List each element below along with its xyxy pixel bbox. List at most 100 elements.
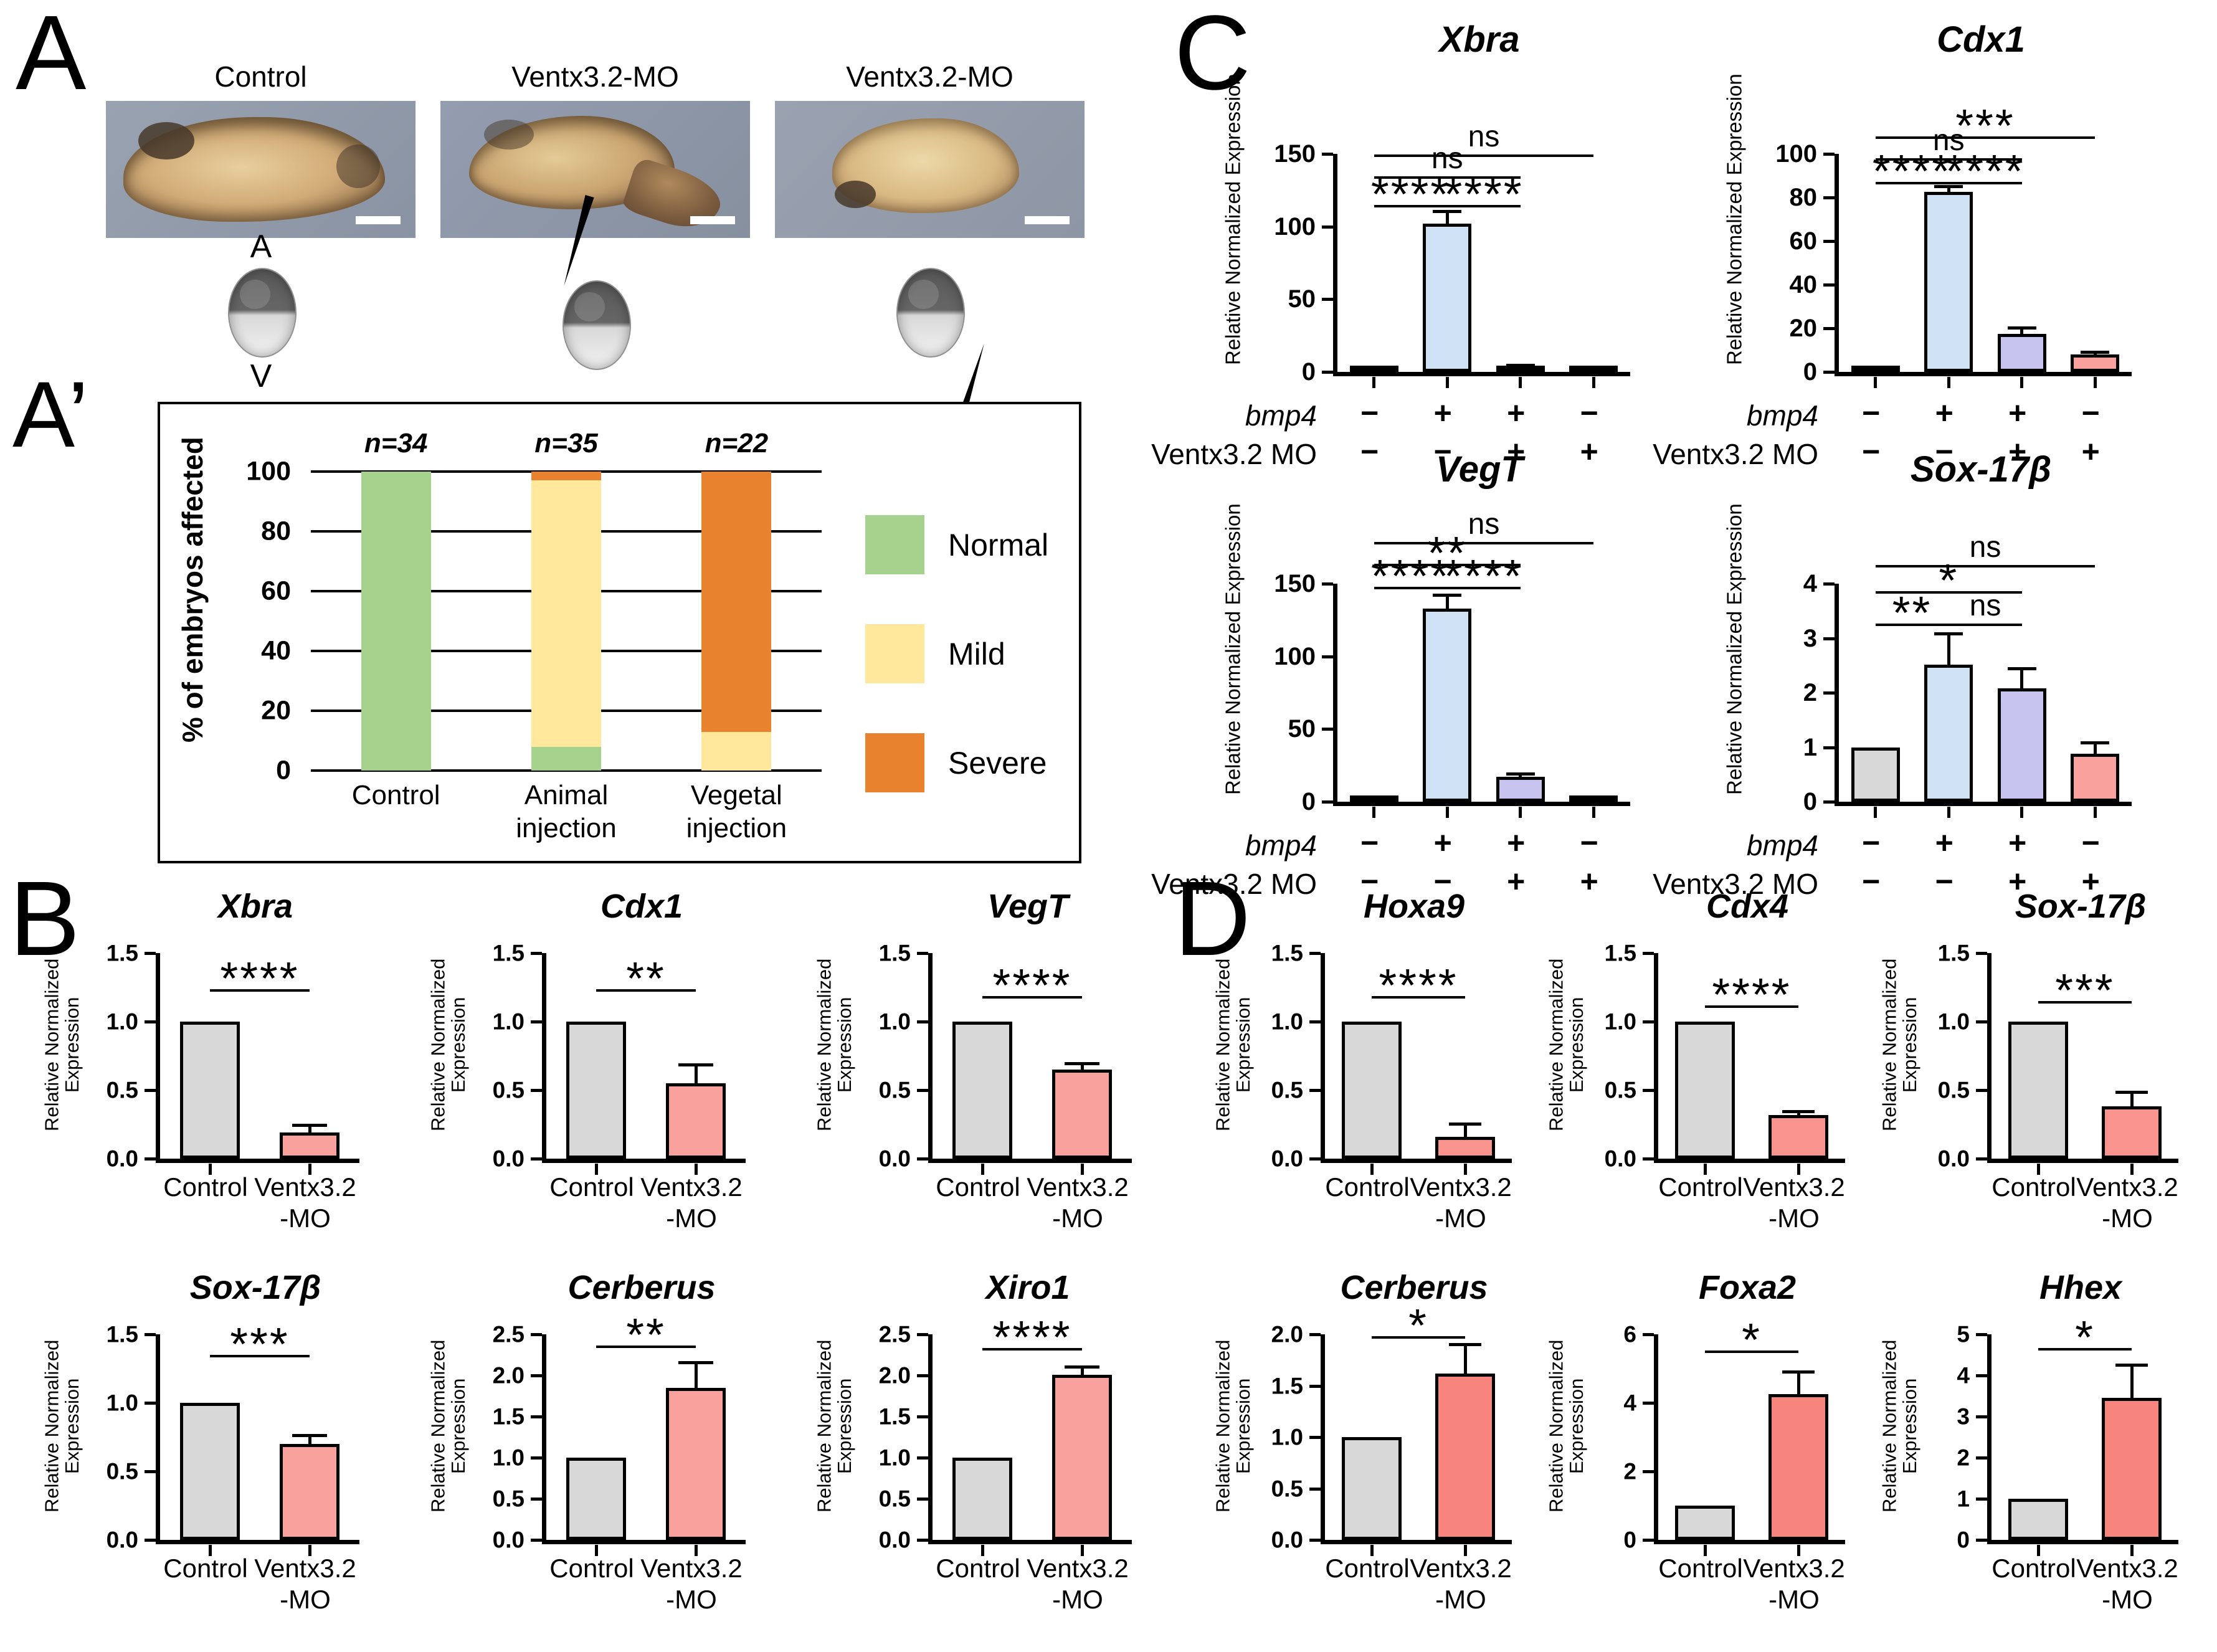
x-category-label: Control — [549, 1172, 634, 1202]
chart-d-hhex: Hhex Relative Normalized Expression 0 1 2 3 4 5… — [1878, 1269, 2215, 1652]
x-category-label: Control — [1992, 1554, 2076, 1583]
y-tick-label: 0 — [1301, 788, 1316, 815]
plot-wrapper: * — [1654, 1312, 1845, 1556]
y-axis-label: % of embryos affected — [176, 437, 209, 743]
y-tick-mark — [917, 1333, 928, 1336]
y-tick-mark — [531, 1539, 542, 1542]
error-bar-cap — [2115, 1363, 2148, 1367]
x-tick-mark — [1703, 1545, 1707, 1556]
chart-title: Hhex — [2039, 1269, 2122, 1306]
bar-0 — [180, 1022, 240, 1159]
y-tick-label: 1.0 — [106, 1009, 138, 1035]
y-tick-mark — [1823, 153, 1835, 156]
condition-row: bmp4 − + + − — [1215, 825, 1626, 863]
y-axis-label: Relative Normalized Expression — [1545, 958, 1587, 1131]
significance-line — [596, 989, 696, 992]
chart-body: Relative Normalized Expression 0.0 0.5 1.0 1… — [1212, 931, 1548, 1175]
chart-body: Relative Normalized Expression 0 1 2 3 4 5 * — [1878, 1312, 2215, 1556]
grid-line — [311, 470, 822, 473]
y-tick-mark — [1823, 746, 1835, 749]
stacked-segment-mild — [701, 731, 772, 771]
significance-label: ns — [1969, 530, 2001, 564]
error-bar-cap — [1934, 632, 1963, 636]
condition-symbol: + — [1507, 396, 1526, 430]
condition-symbol: − — [1433, 434, 1452, 469]
panel-a-label: A — [16, 0, 87, 112]
condition-row: bmp4 − + + − — [1716, 825, 2127, 863]
y-tick-label: 0.5 — [878, 1077, 911, 1103]
y-tick-mark — [1322, 655, 1333, 658]
y-axis-label: Relative Normalized Expression — [1722, 74, 1746, 365]
error-bar — [1519, 775, 1522, 779]
error-bar-cap — [1065, 1062, 1099, 1066]
y-tick-label: 20 — [261, 695, 291, 726]
y-tick-label: 0.5 — [1271, 1077, 1303, 1103]
chart-body: Relative Normalized Expression 0 50 100 150 *… — [1215, 67, 1716, 388]
y-tick-label: 1.5 — [492, 940, 525, 966]
error-bar — [1519, 366, 1522, 369]
bar-1 — [1423, 224, 1472, 372]
error-bar-cap — [1506, 363, 1535, 367]
x-category-label: Control — [1658, 1172, 1743, 1202]
condition-row-label: Ventx3.2 MO — [1653, 868, 1818, 900]
y-tick-mark — [531, 952, 542, 955]
y-tick-mark — [1643, 952, 1654, 955]
y-tick-label: 0.5 — [492, 1486, 525, 1512]
y-tick-label: 1.0 — [1271, 1009, 1303, 1035]
panel-c-label: C — [1174, 0, 1251, 112]
y-tick-label: 0 — [276, 755, 291, 786]
x-category-label: Control — [1325, 1172, 1410, 1202]
y-axis: 0.0 0.5 1.0 1.5 2.0 2.5 — [853, 1312, 928, 1552]
y-axis: 0 20 40 60 80 100 — [217, 409, 311, 784]
bar-1 — [1924, 664, 1973, 802]
y-tick-mark — [1309, 1089, 1321, 1092]
condition-symbol: + — [2008, 396, 2027, 430]
y-tick-label: 1.0 — [878, 1445, 911, 1471]
embryo-photo-animal-mo: Ventx3.2-MO — [440, 60, 750, 238]
y-tick-mark — [1322, 298, 1333, 301]
y-tick-mark — [1823, 691, 1835, 695]
condition-symbol: + — [1580, 434, 1598, 469]
x-tick-mark — [694, 1164, 698, 1175]
y-tick-label: 0.0 — [1271, 1146, 1303, 1172]
chart-title: Xiro1 — [985, 1269, 1070, 1306]
stacked-segment-normal — [361, 472, 431, 771]
plot-wrapper: **** — [928, 931, 1132, 1175]
x-category-label: Ventx3.2 -MO — [1027, 1554, 1129, 1615]
bar-1 — [1052, 1374, 1112, 1540]
x-axis-labels: Control Ventx3.2 -MO — [928, 1544, 1129, 1638]
plot-wrapper: ** ns * ns — [1835, 496, 2132, 818]
x-axis-labels: Control Ventx3.2 -MO — [1987, 1544, 2178, 1638]
significance-line — [2038, 1001, 2132, 1004]
condition-row: bmp4 − + + − — [1716, 395, 2127, 434]
error-bar-cap — [1579, 795, 1608, 799]
embryo-micrograph-animal-mo — [440, 101, 750, 238]
x-category-label: Ventx3.2 -MO — [1743, 1172, 1845, 1233]
error-bar-cap — [2007, 326, 2036, 330]
x-axis-labels: Control Ventx3.2 -MO — [156, 1163, 356, 1256]
condition-symbol: − — [2081, 396, 2100, 430]
significance-line — [1374, 154, 1594, 157]
y-tick-label: 1 — [1803, 733, 1817, 761]
y-tick-label: 0.0 — [106, 1527, 138, 1553]
chart-b-xiro1: Xiro1 Relative Normalized Expression 0.0 0.… — [813, 1269, 1202, 1652]
condition-rows: bmp4 − + + − Ventx3.2 MO − − + + — [1151, 395, 1716, 472]
y-tick-label: 0.0 — [492, 1527, 525, 1553]
error-bar-cap — [2115, 1091, 2148, 1094]
condition-symbol: − — [1360, 825, 1379, 860]
plot-area: **** **** ns *** — [1835, 102, 2132, 388]
y-tick-mark — [1976, 1456, 1987, 1460]
y-axis: 0.0 0.5 1.0 1.5 — [853, 931, 928, 1170]
y-tick-label: 4 — [1803, 570, 1817, 597]
significance-label: **** — [1712, 969, 1792, 1020]
n-count-label: n=35 — [534, 428, 598, 458]
x-category-label: Control — [1992, 1172, 2076, 1202]
y-tick-label: 100 — [1775, 140, 1817, 168]
bar-2 — [1997, 688, 2046, 802]
condition-row: Ventx3.2 MO − − + + — [1151, 434, 1626, 472]
condition-symbol: + — [2081, 434, 2100, 469]
error-bar-cap — [1065, 1365, 1099, 1369]
error-bar-cap — [292, 1433, 327, 1437]
error-bar — [694, 1364, 698, 1389]
y-axis-label: Relative Normalized Expression — [813, 958, 855, 1131]
